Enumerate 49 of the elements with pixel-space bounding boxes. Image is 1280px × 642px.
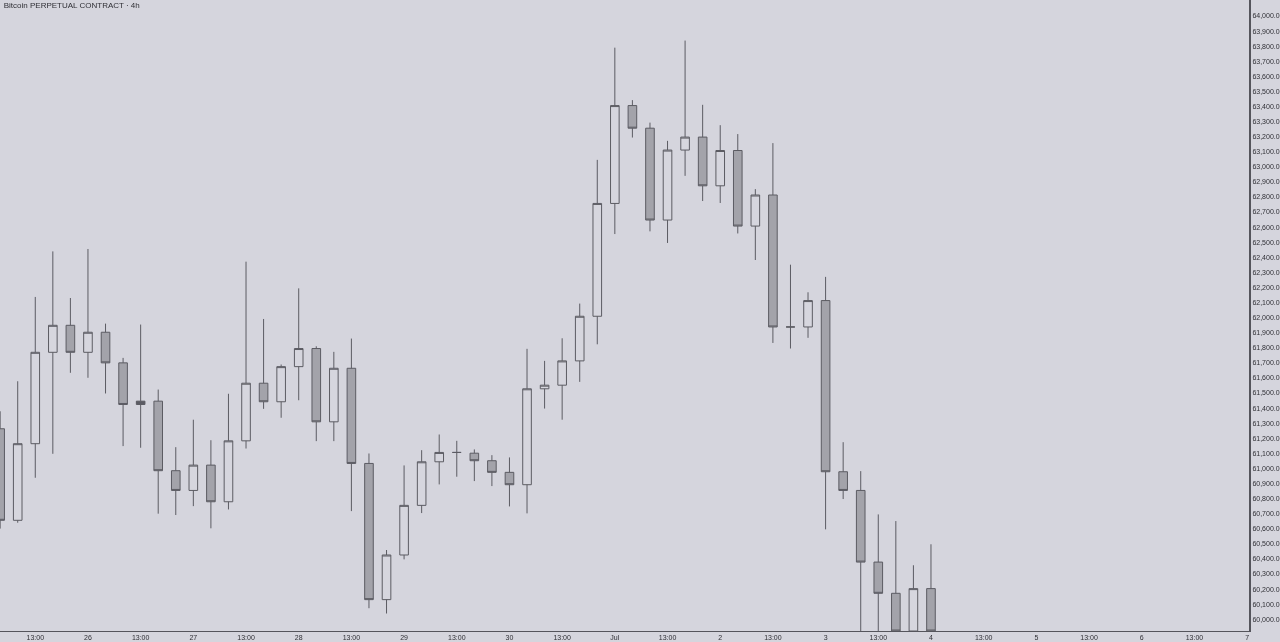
- candlestick: [574, 303, 585, 383]
- candlestick: [451, 440, 462, 478]
- candlestick: [820, 276, 831, 530]
- candlestick: [715, 124, 726, 204]
- candlestick: [469, 448, 480, 482]
- candlestick: [12, 380, 23, 524]
- candlestick: [522, 348, 532, 514]
- candlestick: [662, 140, 673, 244]
- candlestick: [803, 291, 813, 339]
- candlestick: [311, 345, 322, 442]
- candlestick: [697, 104, 708, 202]
- candlestick: [610, 47, 620, 235]
- candlestick: [750, 188, 761, 261]
- candlestick: [206, 439, 216, 529]
- candlestick: [100, 323, 111, 394]
- candlestick: [118, 357, 128, 447]
- candlestick: [627, 99, 638, 139]
- candlestick: [293, 287, 304, 401]
- candlestick: [381, 549, 392, 615]
- candlestick: [48, 250, 58, 455]
- candlestick: [399, 464, 409, 560]
- candlestick: [170, 446, 181, 516]
- candlestick: [241, 261, 251, 450]
- candlestick: [30, 296, 41, 479]
- candlestick: [135, 324, 146, 449]
- candlestick: [539, 360, 550, 410]
- candlestick: [223, 393, 234, 510]
- candlestick: [838, 441, 848, 500]
- candlestick: [785, 264, 796, 350]
- candlestick: [188, 419, 199, 507]
- candlestick: [768, 142, 778, 344]
- candlestick: [504, 456, 515, 507]
- candlestick: [153, 389, 164, 515]
- candlestick: [557, 337, 567, 421]
- candlestick: [434, 433, 445, 485]
- candlestick: [258, 318, 269, 410]
- candlestick: [65, 297, 76, 374]
- candlestick: [592, 159, 603, 345]
- candlestick: [732, 133, 743, 234]
- candlestick: [487, 454, 497, 487]
- candlestick: [83, 248, 93, 379]
- candlestick: [346, 338, 357, 512]
- candlestick: [329, 351, 339, 442]
- candlestick: [364, 452, 374, 609]
- candlestick: [645, 122, 655, 232]
- candlestick: [276, 364, 286, 419]
- chart-title: Bitcoin PERPETUAL CONTRACT · 4h: [3, 0, 140, 10]
- candlestick: [680, 40, 690, 177]
- candlestick: [416, 449, 427, 514]
